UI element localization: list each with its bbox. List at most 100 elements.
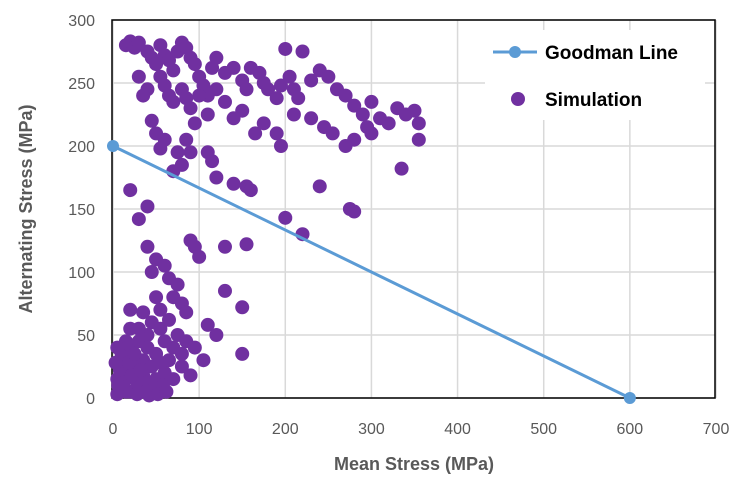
legend-simulation-label: Simulation (545, 90, 642, 111)
simulation-point (153, 321, 168, 336)
simulation-point (278, 41, 293, 56)
simulation-point (321, 69, 336, 84)
x-tick-label: 0 (109, 421, 118, 438)
simulation-point (131, 69, 146, 84)
simulation-point (123, 321, 138, 336)
simulation-point (183, 101, 198, 116)
simulation-point (347, 98, 362, 113)
simulation-point (269, 126, 284, 141)
simulation-point (123, 302, 138, 317)
simulation-point (394, 161, 409, 176)
simulation-point (407, 103, 422, 118)
simulation-point (183, 368, 198, 383)
simulation-point (200, 107, 215, 122)
simulation-point (140, 239, 155, 254)
simulation-point (192, 249, 207, 264)
y-axis-title: Alternating Stress (MPa) (16, 104, 36, 313)
simulation-point (187, 340, 202, 355)
simulation-point (282, 69, 297, 84)
simulation-point (217, 283, 232, 298)
simulation-point (226, 60, 241, 75)
x-tick-label: 600 (617, 421, 644, 438)
simulation-point (317, 120, 332, 135)
y-tick-label: 250 (68, 76, 95, 93)
y-tick-label: 100 (68, 265, 95, 282)
simulation-point (131, 212, 146, 227)
simulation-point (381, 116, 396, 131)
data-marks (107, 34, 636, 404)
simulation-point (123, 183, 138, 198)
simulation-point (149, 57, 164, 72)
simulation-point (239, 237, 254, 252)
simulation-point (295, 44, 310, 59)
simulation-point (360, 120, 375, 135)
simulation-point (183, 145, 198, 160)
simulation-point (133, 363, 148, 378)
simulation-point (174, 346, 189, 361)
y-tick-label: 50 (77, 328, 95, 345)
x-axis-title: Mean Stress (MPa) (334, 454, 494, 474)
simulation-point (192, 88, 207, 103)
simulation-point (291, 91, 306, 106)
goodman-line-point (623, 392, 636, 404)
legend-goodman-label: Goodman Line (545, 43, 678, 64)
plot-area-border (111, 19, 716, 399)
simulation-point (235, 346, 250, 361)
simulation-point (209, 82, 224, 97)
simulation-point (140, 199, 155, 214)
simulation-point (166, 94, 181, 109)
simulation-point (217, 239, 232, 254)
simulation-point (157, 258, 172, 273)
simulation-point (411, 132, 426, 147)
simulation-point (153, 141, 168, 156)
simulation-point (273, 78, 288, 93)
simulation-point (161, 312, 176, 327)
simulation-point (131, 35, 146, 50)
simulation-point (286, 107, 301, 122)
simulation-point (217, 94, 232, 109)
x-axis-ticks: 0 100 200 300 400 500 600 700 (109, 421, 730, 438)
simulation-point (153, 302, 168, 317)
y-tick-label: 150 (68, 202, 95, 219)
simulation-point (278, 210, 293, 225)
simulation-point (411, 116, 426, 131)
simulation-point (209, 50, 224, 65)
simulation-point (149, 126, 164, 141)
simulation-point (144, 113, 159, 128)
simulation-point (226, 176, 241, 191)
simulation-point (355, 107, 370, 122)
simulation-point (187, 116, 202, 131)
simulation-point (136, 305, 151, 320)
simulation-point (338, 139, 353, 153)
legend-background (485, 30, 705, 120)
simulation-point (205, 154, 220, 169)
simulation-point (261, 82, 276, 97)
x-tick-label: 700 (703, 421, 730, 438)
simulation-point (243, 183, 258, 198)
simulation-point (239, 82, 254, 97)
y-tick-label: 0 (86, 391, 95, 408)
legend-simulation-marker (511, 92, 525, 106)
simulation-point (312, 179, 327, 194)
x-tick-label: 300 (358, 421, 385, 438)
simulation-point (179, 132, 194, 147)
simulation-point (256, 116, 271, 131)
legend: Goodman Line Simulation (493, 43, 678, 111)
simulation-point (196, 353, 211, 368)
simulation-point (187, 57, 202, 72)
x-tick-label: 100 (186, 421, 213, 438)
x-tick-label: 200 (272, 421, 299, 438)
goodman-line (112, 144, 631, 400)
simulation-point (170, 277, 185, 292)
simulation-point (144, 265, 159, 279)
goodman-line-point (107, 140, 119, 152)
simulation-point (140, 340, 155, 355)
simulation-point (209, 170, 224, 185)
y-axis-ticks: 0 50 100 150 200 250 300 (68, 13, 95, 408)
simulation-point (108, 355, 123, 370)
simulation-point (248, 126, 263, 141)
simulation-point (273, 139, 288, 153)
simulation-point (127, 346, 142, 361)
y-tick-label: 200 (68, 139, 95, 156)
